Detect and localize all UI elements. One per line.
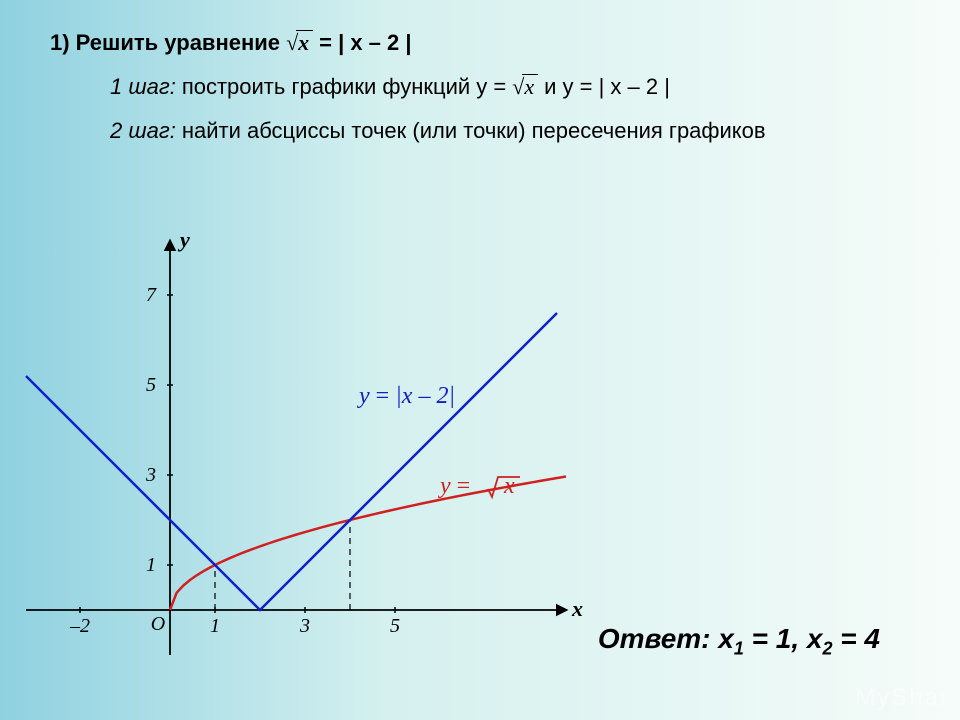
svg-text:x: x: [571, 596, 583, 621]
chart-container: –2 1 3 5 1 3 5 7 Оx y y = |x – 2| y = x: [20, 230, 580, 670]
answer-x1-var: x: [718, 623, 734, 654]
svg-text:3: 3: [145, 464, 156, 486]
svg-text:5: 5: [390, 615, 400, 637]
step-2: 2 шаг: найти абсциссы точек (или точки) …: [110, 118, 920, 144]
svg-text:y: y: [177, 227, 190, 252]
step1-text2: и y = | x – 2 |: [544, 74, 670, 100]
step-1: 1 шаг: построить графики функций y = √x …: [110, 74, 920, 100]
step2-text: найти абсциссы точек (или точки) пересеч…: [182, 118, 766, 144]
chart-svg: –2 1 3 5 1 3 5 7 Оx y y = |x – 2| y = x: [20, 230, 580, 660]
svg-text:5: 5: [146, 374, 156, 396]
problem-prefix: 1) Решить уравнение: [50, 30, 280, 56]
svg-text:1: 1: [210, 615, 220, 637]
step1-label: 1 шаг:: [110, 74, 176, 100]
svg-text:3: 3: [299, 615, 310, 637]
svg-text:x: x: [503, 473, 515, 499]
sqrt-x-symbol: √x: [286, 30, 313, 56]
svg-text:–2: –2: [69, 615, 90, 637]
step1-text1: построить графики функций y =: [182, 74, 506, 100]
svg-text:y =: y =: [438, 473, 470, 499]
problem-statement: 1) Решить уравнение √x = | x – 2 |: [50, 30, 920, 56]
svg-text:7: 7: [146, 284, 157, 306]
answer-x1-sub: 1: [734, 639, 744, 659]
step2-label: 2 шаг:: [110, 118, 176, 144]
svg-text:y = |x – 2|: y = |x – 2|: [357, 383, 455, 409]
answer-x2-var: x: [807, 623, 823, 654]
svg-text:1: 1: [146, 554, 156, 576]
sqrt-x-symbol-2: √x: [512, 74, 538, 100]
watermark: MyShar: [855, 684, 950, 712]
problem-rhs: = | x – 2 |: [319, 30, 411, 56]
answer-x2-val: = 4: [833, 623, 880, 654]
answer-prefix: Ответ:: [598, 623, 711, 654]
answer-x2-sub: 2: [823, 639, 833, 659]
answer-line: Ответ: x1 = 1, x2 = 4: [598, 623, 880, 660]
answer-x1-val: = 1,: [744, 623, 807, 654]
svg-text:О: О: [151, 613, 165, 635]
slide-content: 1) Решить уравнение √x = | x – 2 | 1 шаг…: [0, 0, 960, 720]
